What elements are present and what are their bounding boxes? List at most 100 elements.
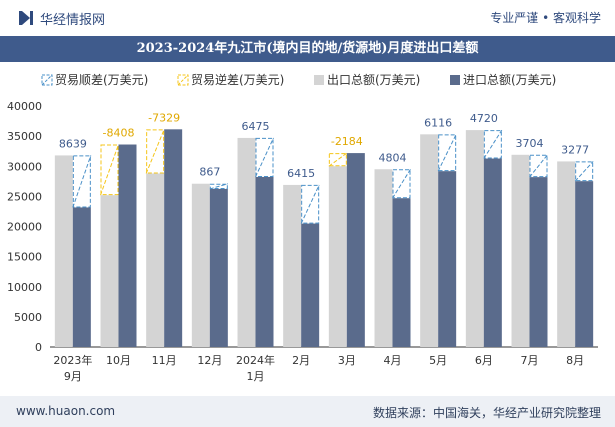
y-tick-label: 0	[35, 341, 42, 354]
surplus-box	[438, 134, 457, 172]
export-bar	[191, 183, 210, 347]
import-legend-swatch	[450, 75, 460, 85]
top-bar: 华经情报网 专业严谨 • 客观科学	[0, 0, 615, 36]
chart-title: 2023-2024年九江市(境内目的地/货源地)月度进出口差额	[0, 36, 615, 62]
deficit-legend-swatch	[177, 74, 189, 86]
import-bar	[209, 188, 228, 347]
surplus-hatch	[392, 168, 411, 199]
surplus-box	[575, 161, 594, 182]
y-tick-label: 10000	[7, 281, 42, 294]
website-link[interactable]: www.huaon.com	[16, 404, 116, 418]
x-tick-label: 10月	[106, 354, 131, 367]
surplus-box	[392, 169, 411, 199]
surplus-legend-hatch	[41, 74, 53, 86]
balance-data-label: 6116	[424, 116, 452, 129]
x-tick-label: 1月	[247, 370, 265, 383]
surplus-box	[255, 137, 274, 177]
deficit-hatch	[100, 144, 119, 196]
export-bar	[283, 184, 302, 347]
surplus-hatch	[72, 155, 92, 208]
export-bar	[100, 195, 119, 347]
import-bar	[392, 198, 411, 347]
x-tick-label: 2024年	[236, 353, 275, 367]
balance-data-label: 6415	[287, 167, 315, 180]
y-tick-label: 5000	[14, 311, 42, 324]
export-bar	[557, 161, 576, 347]
chart-area: 0 5000 10000 15000 20000 25000 30000 35000 40000…	[7, 72, 598, 383]
balance-data-label: 6475	[242, 120, 270, 133]
y-tick-label: 20000	[7, 221, 42, 234]
export-bar	[511, 154, 530, 347]
y-tick-label: 30000	[7, 160, 42, 173]
balance-data-label: 4804	[379, 151, 407, 164]
balance-data-label: 8639	[59, 137, 87, 150]
x-tick-label: 11月	[152, 354, 177, 367]
x-tick-label: 9月	[64, 370, 82, 383]
surplus-hatch	[437, 134, 457, 172]
y-tick-label: 35000	[7, 130, 42, 143]
export-legend-label: 出口总额(万美元)	[327, 73, 420, 87]
surplus-box	[301, 184, 320, 224]
surplus-hatch	[483, 129, 503, 159]
x-tick-label: 8月	[566, 354, 584, 367]
deficit-hatch	[145, 129, 165, 174]
y-tick-label: 40000	[7, 100, 42, 113]
tagline: 专业严谨 • 客观科学	[490, 11, 601, 25]
surplus-hatch	[574, 161, 594, 182]
export-bar	[54, 155, 73, 347]
deficit-box	[146, 129, 165, 174]
deficit-box	[328, 153, 347, 167]
surplus-box	[529, 154, 548, 178]
surplus-box	[209, 183, 228, 189]
balance-data-label: 867	[199, 166, 220, 179]
import-bar	[346, 153, 365, 347]
surplus-hatch	[209, 183, 228, 190]
surplus-hatch	[255, 137, 274, 178]
y-tick-label: 25000	[7, 190, 42, 203]
import-bar	[438, 171, 457, 347]
x-tick-label: 3月	[338, 354, 356, 367]
deficit-legend-label: 贸易逆差(万美元)	[191, 72, 284, 87]
export-bar	[328, 166, 347, 347]
import-bar	[164, 129, 183, 347]
import-bar	[575, 181, 594, 347]
logo-icon	[19, 11, 33, 25]
surplus-legend-label: 贸易顺差(万美元)	[55, 73, 148, 87]
balance-data-label: 3277	[561, 143, 589, 156]
surplus-box	[483, 130, 502, 159]
import-bar	[529, 177, 548, 347]
x-tick-label: 2023年	[53, 353, 92, 367]
export-bar	[237, 137, 256, 347]
deficit-hatch	[328, 152, 348, 167]
balance-data-label: -2184	[331, 135, 363, 148]
x-tick-label: 2月	[292, 354, 310, 367]
import-bar	[255, 176, 274, 347]
balance-data-label: -7329	[148, 111, 180, 124]
x-tick-label: 12月	[197, 354, 222, 367]
import-bar	[301, 223, 320, 347]
import-bar	[483, 158, 502, 347]
surplus-hatch	[529, 154, 548, 178]
x-tick-label: 4月	[384, 354, 402, 367]
x-tick-label: 5月	[429, 354, 447, 367]
deficit-box	[100, 144, 119, 196]
data-source: 数据来源：中国海关，华经产业研究院整理	[372, 406, 601, 420]
brand-name: 华经情报网	[40, 13, 106, 28]
import-bar	[118, 144, 137, 347]
import-legend-label: 进口总额(万美元)	[463, 73, 556, 87]
surplus-legend-swatch	[41, 74, 53, 86]
surplus-box	[72, 155, 91, 208]
deficit-legend-hatch	[177, 74, 189, 86]
x-tick-label: 7月	[521, 354, 539, 367]
export-bar	[146, 173, 165, 347]
y-tick-label: 15000	[7, 251, 42, 264]
x-tick-label: 6月	[475, 354, 493, 367]
import-bar	[72, 207, 91, 347]
footer-bar: www.huaon.com 数据来源：中国海关，华经产业研究院整理	[0, 396, 615, 427]
export-legend-swatch	[314, 75, 324, 85]
balance-data-label: -8408	[103, 127, 135, 140]
surplus-hatch	[300, 184, 320, 224]
balance-data-label: 4720	[470, 112, 498, 125]
export-bar	[374, 169, 393, 347]
balance-data-label: 3704	[516, 137, 544, 150]
